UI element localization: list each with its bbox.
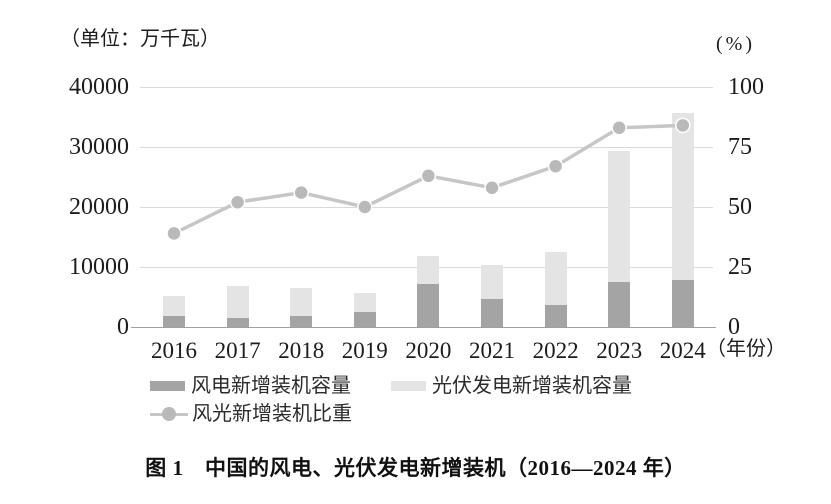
x-tick-2024: 2024 (659, 338, 706, 363)
x-axis-unit-label: （年份） (706, 338, 786, 360)
x-axis-baseline (131, 326, 716, 328)
bar-wind-2024 (671, 279, 694, 327)
gridline (140, 146, 713, 148)
legend-label-share: 风光新增装机比重 (192, 403, 352, 425)
legend-label-solar: 光伏发电新增装机容量 (432, 375, 632, 397)
y-tick-right-100: 100 (728, 74, 764, 100)
y-tick-left-0: 0 (117, 314, 129, 340)
bar-wind-2021 (481, 298, 503, 327)
x-tick-2019: 2019 (341, 338, 388, 363)
y-tick-left-30000: 30000 (69, 134, 129, 160)
bar-solar-2019 (353, 293, 376, 312)
gridline (140, 86, 713, 88)
line-dot-swatch-icon (150, 407, 188, 421)
share-marker-2020 (420, 168, 437, 184)
bar-wind-2022 (544, 304, 567, 327)
solar-bar-swatch-icon (391, 381, 426, 391)
legend-label-wind: 风电新增装机容量 (191, 375, 351, 397)
x-tick-2018: 2018 (278, 338, 325, 363)
legend-item-solar: 光伏发电新增装机容量 (391, 374, 632, 398)
y-tick-right-75: 75 (728, 134, 752, 160)
bar-solar-2018 (290, 288, 313, 316)
x-tick-2017: 2017 (214, 338, 261, 363)
bar-wind-2018 (290, 315, 313, 327)
bar-wind-2016 (163, 316, 185, 327)
share-marker-2018 (293, 184, 309, 201)
bar-solar-2017 (226, 286, 249, 318)
x-tick-2021: 2021 (469, 338, 515, 363)
bar-solar-2022 (544, 252, 567, 305)
share-marker-2023 (611, 120, 627, 136)
bar-solar-2016 (163, 295, 185, 317)
y-tick-left-40000: 40000 (69, 74, 129, 100)
bar-wind-2023 (608, 282, 631, 327)
right-axis-unit-label: (%) (716, 33, 755, 55)
bar-solar-2020 (417, 255, 440, 285)
figure-caption: 图 1 中国的风电、光伏发电新增装机（2016—2024 年） (145, 456, 686, 480)
legend-item-share: 风光新增装机比重 (150, 402, 352, 426)
share-marker-2022 (547, 158, 564, 174)
bar-solar-2021 (481, 265, 503, 299)
y-tick-left-10000: 10000 (69, 254, 129, 280)
x-tick-2022: 2022 (532, 338, 579, 363)
bar-wind-2019 (353, 312, 376, 327)
y-tick-right-50: 50 (728, 194, 752, 220)
x-tick-2020: 2020 (405, 338, 452, 363)
bar-solar-2024 (671, 113, 694, 280)
share-marker-2021 (484, 180, 500, 196)
bar-solar-2023 (608, 151, 631, 282)
left-axis-unit-label: （单位：万千瓦） (60, 28, 220, 50)
legend-item-wind: 风电新增装机容量 (150, 374, 351, 398)
y-tick-left-20000: 20000 (69, 194, 129, 220)
x-tick-2016: 2016 (151, 338, 197, 363)
bar-wind-2017 (226, 318, 249, 327)
bar-wind-2020 (417, 284, 440, 327)
x-tick-2023: 2023 (596, 338, 643, 363)
y-tick-right-0: 0 (728, 314, 740, 340)
share-marker-2016 (166, 225, 182, 242)
y-tick-right-25: 25 (728, 254, 752, 280)
wind-bar-swatch-icon (150, 381, 185, 391)
